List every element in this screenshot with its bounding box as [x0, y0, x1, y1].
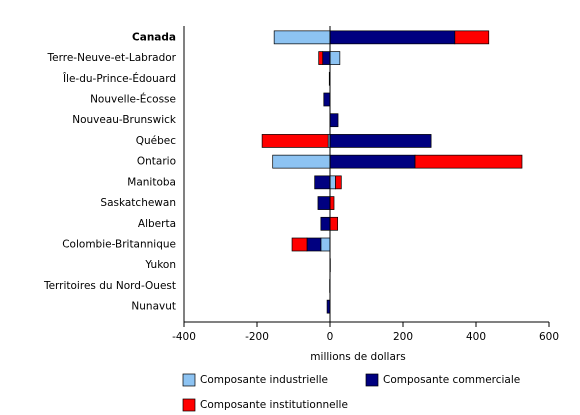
y-tick-label: Île-du-Prince-Édouard [62, 72, 176, 85]
bar [261, 134, 329, 148]
legend-label: Composante institutionnelle [200, 399, 348, 411]
bar [335, 175, 342, 190]
bar [306, 237, 322, 252]
bar [318, 51, 324, 65]
bar [329, 134, 432, 148]
bar [329, 154, 416, 169]
bar [454, 30, 490, 45]
legend-swatch [182, 373, 196, 387]
y-tick-label: Canada [132, 31, 176, 43]
bar [291, 237, 308, 252]
bar [329, 216, 339, 231]
bar [329, 51, 341, 65]
bar [273, 30, 331, 45]
y-tick-label: Nouvelle-Écosse [90, 93, 176, 106]
y-tick-label: Terre-Neuve-et-Labrador [47, 52, 177, 64]
legend-label: Composante industrielle [200, 374, 328, 386]
bar [322, 51, 331, 65]
bar [329, 175, 336, 190]
x-tick-label: -200 [245, 331, 269, 343]
bar [329, 196, 335, 210]
legend-swatch [365, 373, 379, 387]
y-tick-label: Territoires du Nord-Ouest [43, 280, 176, 292]
x-tick-label: 0 [327, 331, 334, 343]
bar [317, 196, 331, 210]
y-tick-label: Ontario [137, 156, 176, 168]
bar [314, 175, 331, 190]
x-tick-label: 600 [539, 331, 559, 343]
bar [323, 92, 331, 107]
x-tick-label: -400 [172, 331, 196, 343]
y-tick-label: Saskatchewan [100, 197, 176, 209]
bar [320, 216, 331, 231]
legend-label: Composante commerciale [383, 374, 520, 386]
bar [272, 154, 331, 169]
y-tick-label: Yukon [144, 259, 176, 271]
x-tick-label: 200 [393, 331, 413, 343]
y-tick-label: Manitoba [127, 176, 176, 188]
y-tick-label: Alberta [138, 218, 176, 230]
bar [414, 154, 523, 169]
bar [329, 30, 456, 45]
x-tick-label: 400 [466, 331, 486, 343]
bar [329, 113, 339, 128]
y-tick-label: Nouveau-Brunswick [72, 114, 177, 126]
y-tick-label: Colombie-Britannique [62, 239, 176, 251]
y-tick-label: Québec [136, 135, 177, 147]
bar [320, 237, 331, 252]
y-tick-label: Nunavut [131, 301, 176, 313]
legend-swatch [182, 398, 196, 412]
x-axis-title: millions de dollars [310, 351, 405, 363]
